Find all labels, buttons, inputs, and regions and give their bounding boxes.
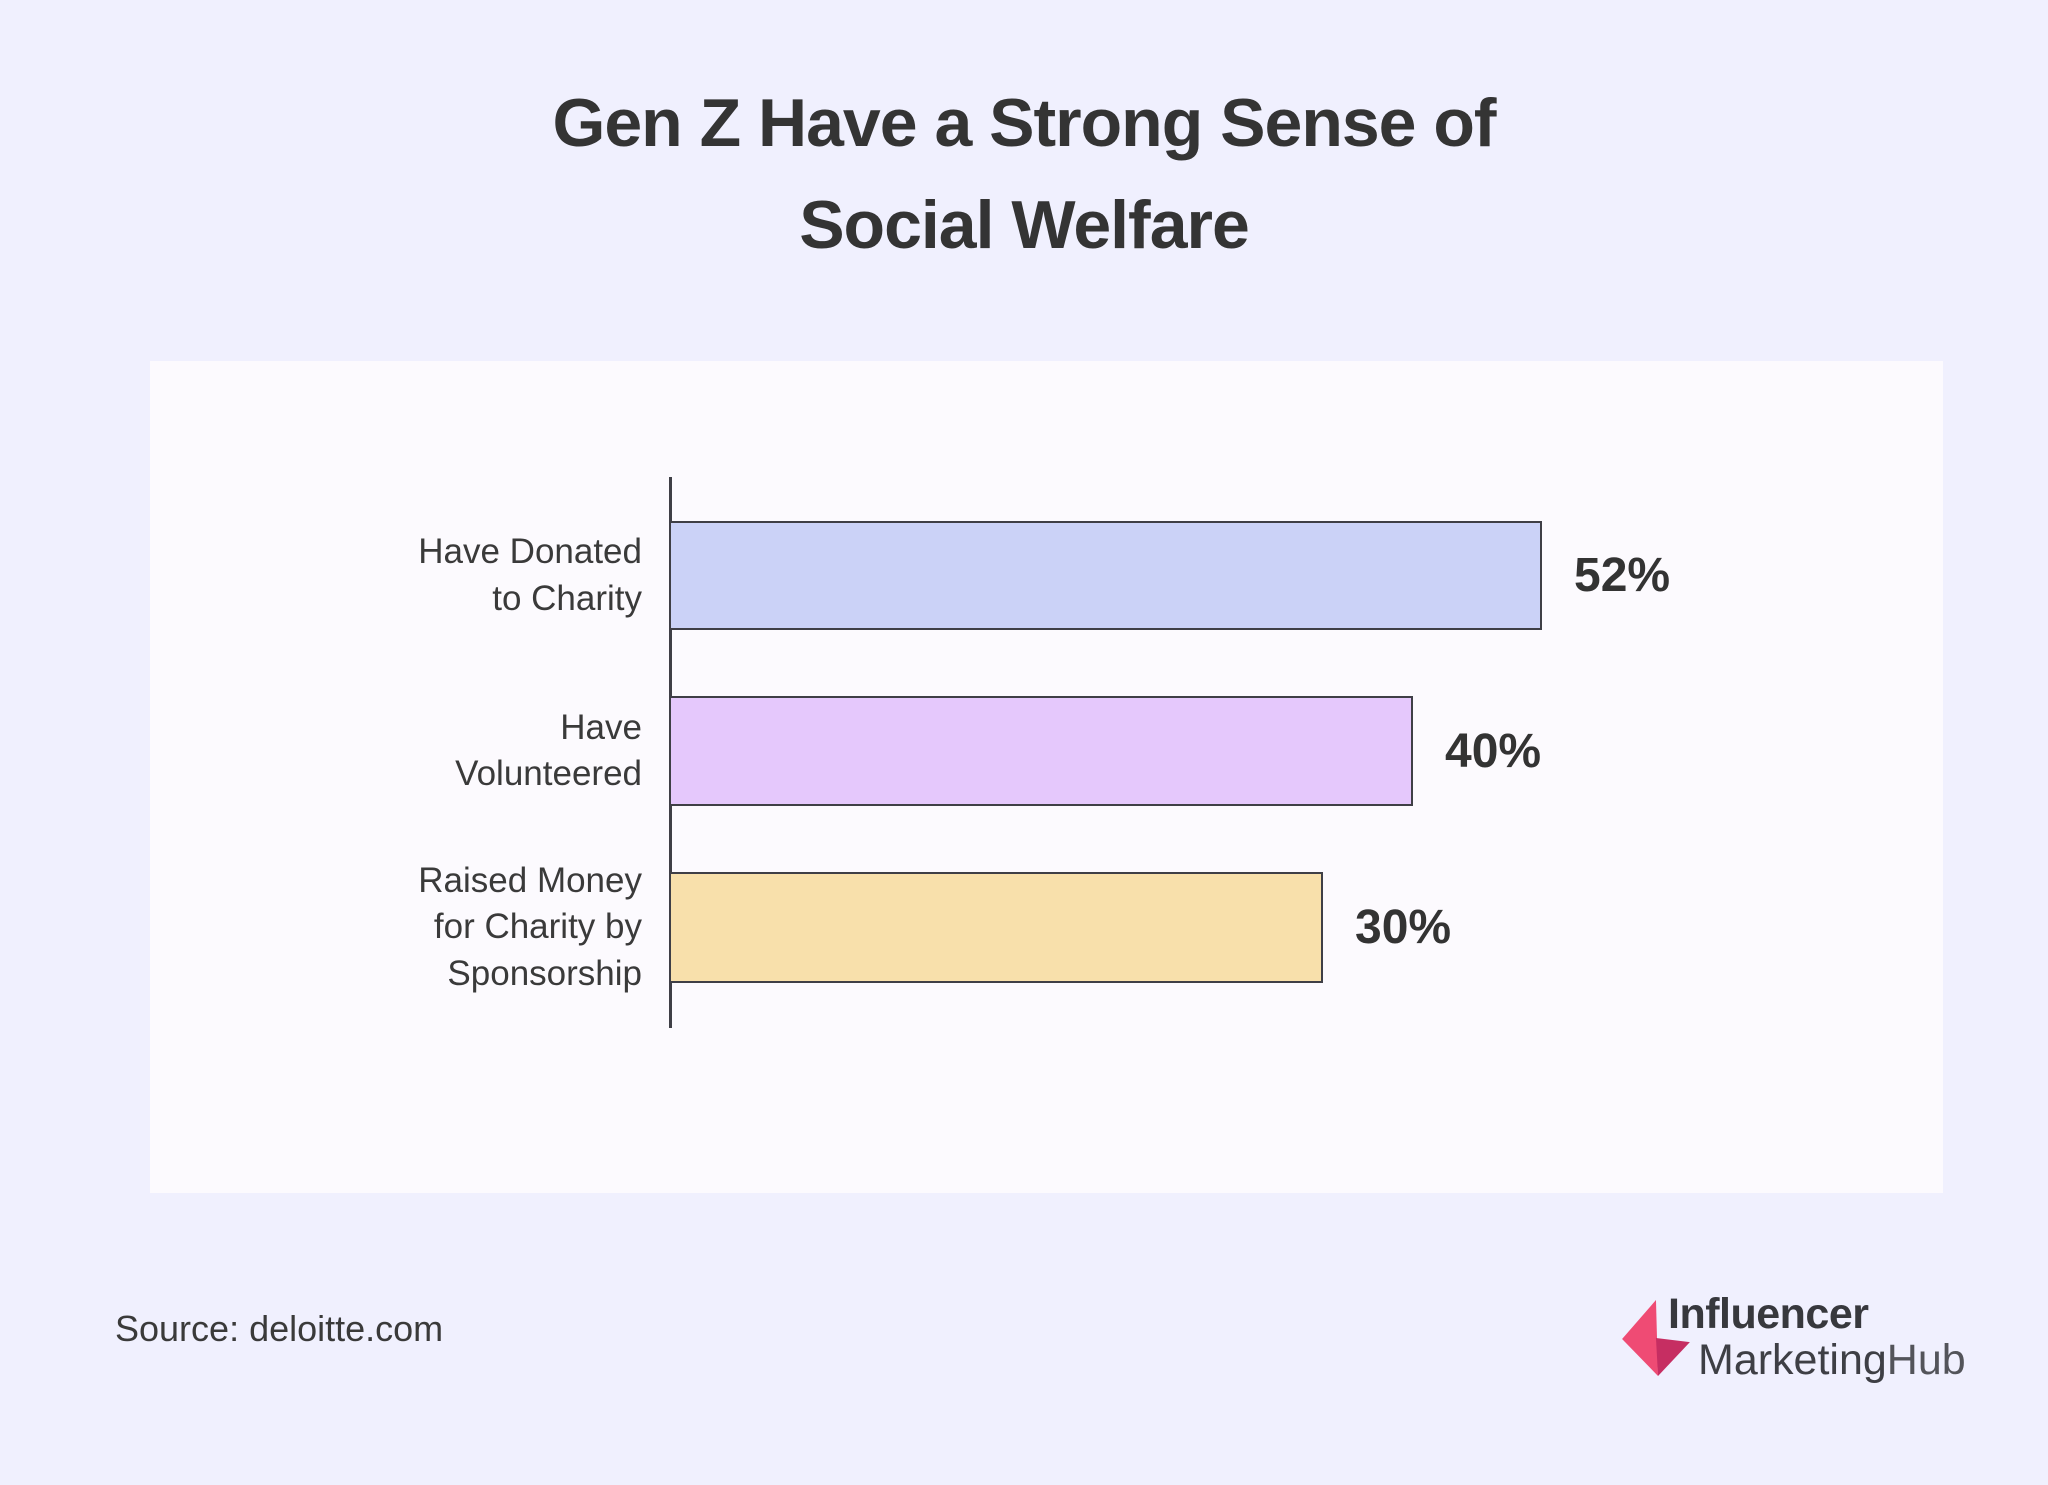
- chart-title: Gen Z Have a Strong Sense of Social Welf…: [552, 85, 1496, 263]
- chart-card: Have Donated to Charity 52% Have Volunte…: [150, 361, 1943, 1193]
- category-label-raised-money: Raised Money for Charity by Sponsorship: [418, 861, 642, 993]
- category-label-donated: Have Donated to Charity: [418, 532, 642, 618]
- bar-have-volunteered: [669, 696, 1413, 806]
- logo-text-hub: Hub: [1886, 1336, 1966, 1384]
- logo-text-marketinghub: MarketingHub: [1698, 1336, 1966, 1385]
- category-label-volunteered: Have Volunteered: [455, 707, 642, 793]
- bar-value-volunteered: 40%: [1445, 724, 1542, 778]
- logo-text-influencer: Influencer: [1668, 1290, 1869, 1338]
- bar-value-donated: 52%: [1574, 549, 1671, 602]
- bar-value-raised-money: 30%: [1355, 901, 1452, 954]
- source-text: Source: deloitte.com: [115, 1308, 444, 1349]
- logo-text-marketing: Marketing: [1698, 1336, 1887, 1384]
- logo-arrow-icon: [1622, 1300, 1690, 1376]
- bar-raised-money: [669, 872, 1323, 983]
- influencer-marketinghub-logo: Influencer MarketingHub: [1622, 1288, 1967, 1388]
- bar-have-donated: [669, 521, 1542, 630]
